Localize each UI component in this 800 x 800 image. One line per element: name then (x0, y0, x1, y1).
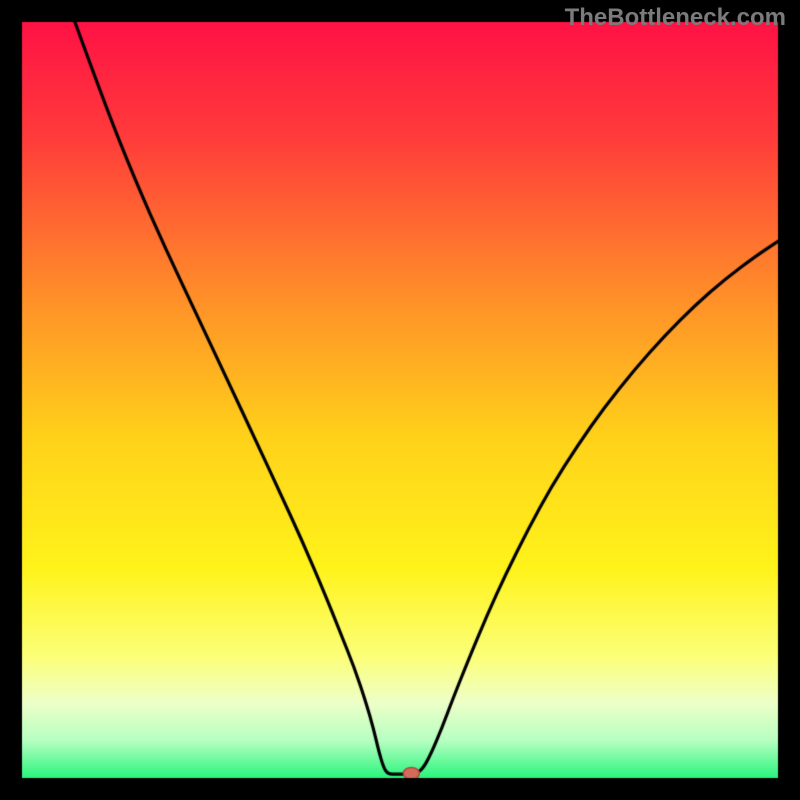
bottleneck-chart-canvas (0, 0, 800, 800)
chart-container: TheBottleneck.com (0, 0, 800, 800)
